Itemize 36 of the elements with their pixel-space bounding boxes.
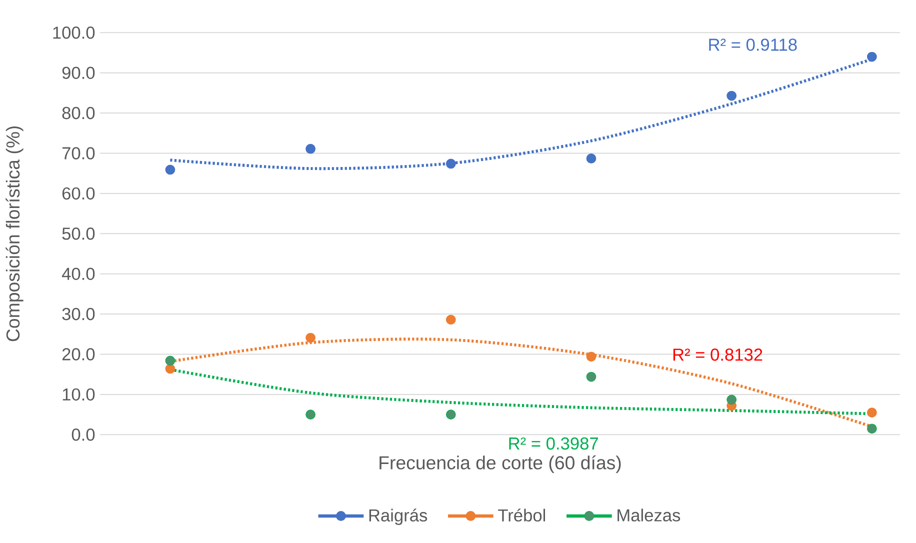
point	[726, 394, 737, 405]
legend-label: Malezas	[618, 508, 680, 522]
point	[446, 410, 456, 420]
y-tick-label: 0.0	[72, 428, 95, 441]
y-tick-label: 50.0	[62, 228, 95, 240]
annotation: R² = 0.9118	[709, 38, 797, 52]
y-tick-label: 10.0	[62, 388, 95, 401]
y-axis-title: Composición florística (%)	[6, 126, 24, 342]
x-axis-title: Frecuencia de corte (60 días)	[380, 456, 621, 474]
point	[446, 314, 456, 325]
y-tick-label: 30.0	[62, 308, 95, 320]
text: R² = 0.3987	[509, 438, 598, 450]
point	[306, 333, 316, 343]
y-tick-label: 20.0	[62, 348, 95, 361]
point	[866, 52, 877, 62]
y-tick-label: 70.0	[62, 147, 95, 160]
y-tick-label: 80.0	[62, 107, 95, 120]
annotation: R² = 0.8132	[673, 348, 762, 361]
y-tick-label: 60.0	[62, 187, 95, 200]
point	[586, 372, 596, 382]
y-tick-label: 100.0	[53, 26, 95, 39]
point	[306, 144, 316, 154]
y-tick-label: 40.0	[62, 268, 95, 280]
point	[586, 154, 596, 164]
point	[165, 364, 176, 374]
point	[306, 410, 316, 420]
point	[586, 352, 596, 362]
legend-label: Raigrás	[369, 508, 428, 526]
point	[866, 408, 877, 418]
point	[866, 424, 877, 434]
point	[446, 158, 456, 169]
legend-label: Trébol	[498, 508, 546, 522]
point	[165, 356, 176, 366]
point	[726, 91, 737, 101]
point	[165, 164, 176, 175]
y-tick-label: 90.0	[62, 66, 95, 80]
